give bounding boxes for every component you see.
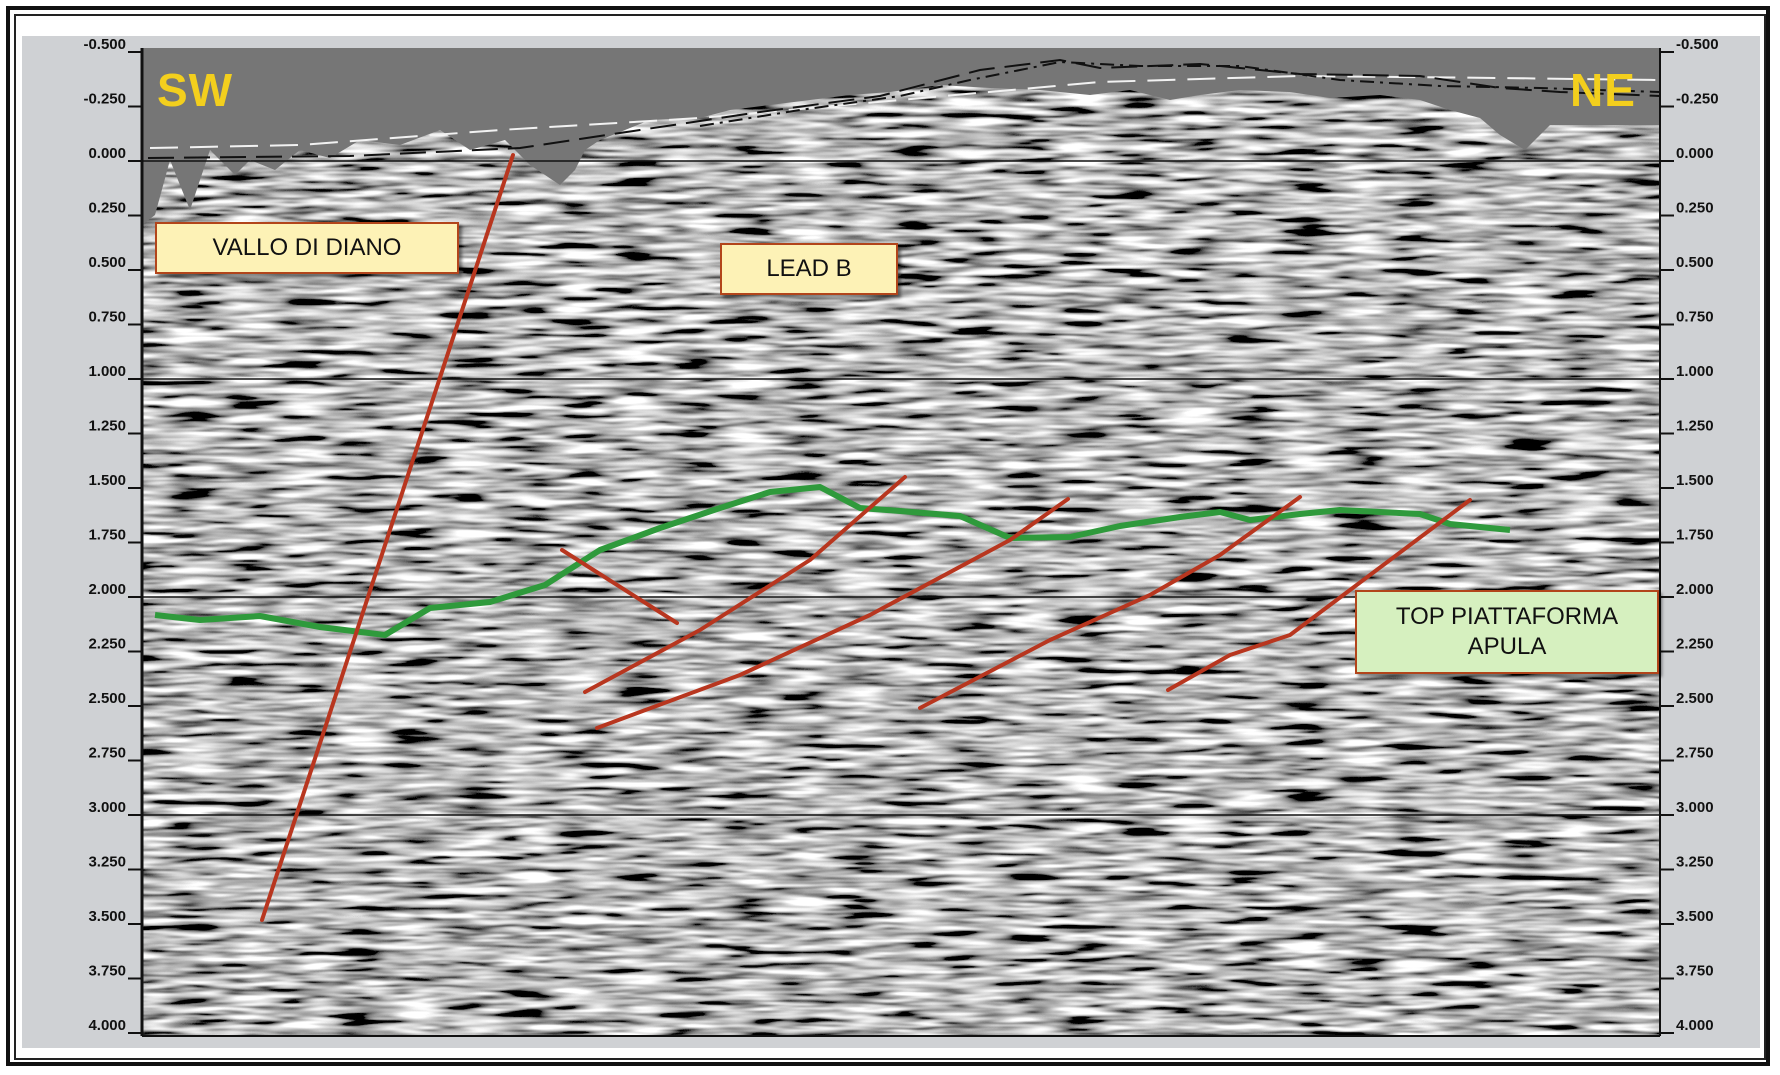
right-tick-label: 2.500: [1676, 690, 1714, 707]
right-tick-label: 4.000: [1676, 1017, 1714, 1034]
inner-frame: [14, 14, 1766, 1060]
faults: [260, 153, 1472, 922]
label-lead-text: LEAD B: [766, 255, 852, 282]
fault-5: [1166, 498, 1472, 692]
right-tick-label: 3.500: [1676, 908, 1714, 925]
right-tick-label: -0.500: [1676, 36, 1719, 53]
left-tick-label: 1.750: [88, 527, 126, 544]
right-tick-label: 0.750: [1676, 309, 1714, 326]
right-axis-ticks: -0.500 -0.250 0.000 0.250 0.500 0.750 1.000 1.2…: [1660, 36, 1719, 1034]
right-tick-label: 3.000: [1676, 799, 1714, 816]
left-axis-ticks: -0.500 -0.250 0.000 0.250 0.500 0.750 1.000 1.2…: [83, 36, 142, 1034]
right-tick-label: 1.000: [1676, 363, 1714, 380]
right-tick-label: 1.500: [1676, 472, 1714, 489]
left-tick-label: 2.000: [88, 581, 126, 598]
right-tick-label: 2.000: [1676, 581, 1714, 598]
label-vallo-text: VALLO DI DIANO: [212, 234, 402, 261]
fault-main: [260, 153, 515, 922]
topo-line-dashed-white: [149, 74, 1661, 149]
right-tick-label: 2.750: [1676, 745, 1714, 762]
fault-2: [583, 475, 907, 694]
left-tick-label: 0.500: [88, 254, 126, 271]
left-tick-label: 2.750: [88, 745, 126, 762]
left-tick-label: 3.000: [88, 799, 126, 816]
right-tick-label: 0.000: [1676, 145, 1714, 162]
seismic-reflections: [142, 85, 1660, 1036]
direction-ne: NE: [1570, 64, 1636, 116]
right-tick-label: 0.500: [1676, 254, 1714, 271]
topo-line-dashed-black: [147, 58, 1661, 159]
right-tick-label: -0.250: [1676, 91, 1719, 108]
left-tick-label: 3.500: [88, 908, 126, 925]
fault-4: [918, 495, 1302, 710]
left-tick-label: 0.000: [88, 145, 126, 162]
label-top-line1: TOP PIATTAFORMA: [1395, 603, 1619, 630]
right-tick-label: 2.250: [1676, 636, 1714, 653]
left-tick-label: 1.250: [88, 418, 126, 435]
right-tick-label: 3.750: [1676, 963, 1714, 980]
topo-line-dashdot-black: [699, 60, 1661, 127]
left-tick-label: 1.000: [88, 363, 126, 380]
label-vallo-di-diano: VALLO DI DIANO: [155, 222, 459, 274]
direction-sw: SW: [157, 64, 233, 116]
right-tick-label: 3.250: [1676, 854, 1714, 871]
left-tick-label: 3.750: [88, 963, 126, 980]
label-top-line2: APULA: [1467, 633, 1547, 660]
left-tick-label: -0.500: [83, 36, 126, 53]
fault-3: [595, 497, 1070, 730]
left-tick-label: 3.250: [88, 854, 126, 871]
left-tick-label: 0.750: [88, 309, 126, 326]
left-tick-label: 1.500: [88, 472, 126, 489]
right-tick-label: 0.250: [1676, 200, 1714, 217]
right-tick-label: 1.750: [1676, 527, 1714, 544]
right-tick-label: 1.250: [1676, 418, 1714, 435]
left-tick-label: 2.500: [88, 690, 126, 707]
left-tick-label: 0.250: [88, 200, 126, 217]
horizon-top-piattaforma-apula: [154, 484, 1511, 638]
fault-1: [560, 548, 679, 625]
label-top-piattaforma-apula: TOP PIATTAFORMA APULA: [1355, 590, 1659, 674]
left-tick-label: 2.250: [88, 636, 126, 653]
label-lead-b: LEAD B: [720, 243, 898, 295]
left-tick-label: 4.000: [88, 1017, 126, 1034]
left-tick-label: -0.250: [83, 91, 126, 108]
